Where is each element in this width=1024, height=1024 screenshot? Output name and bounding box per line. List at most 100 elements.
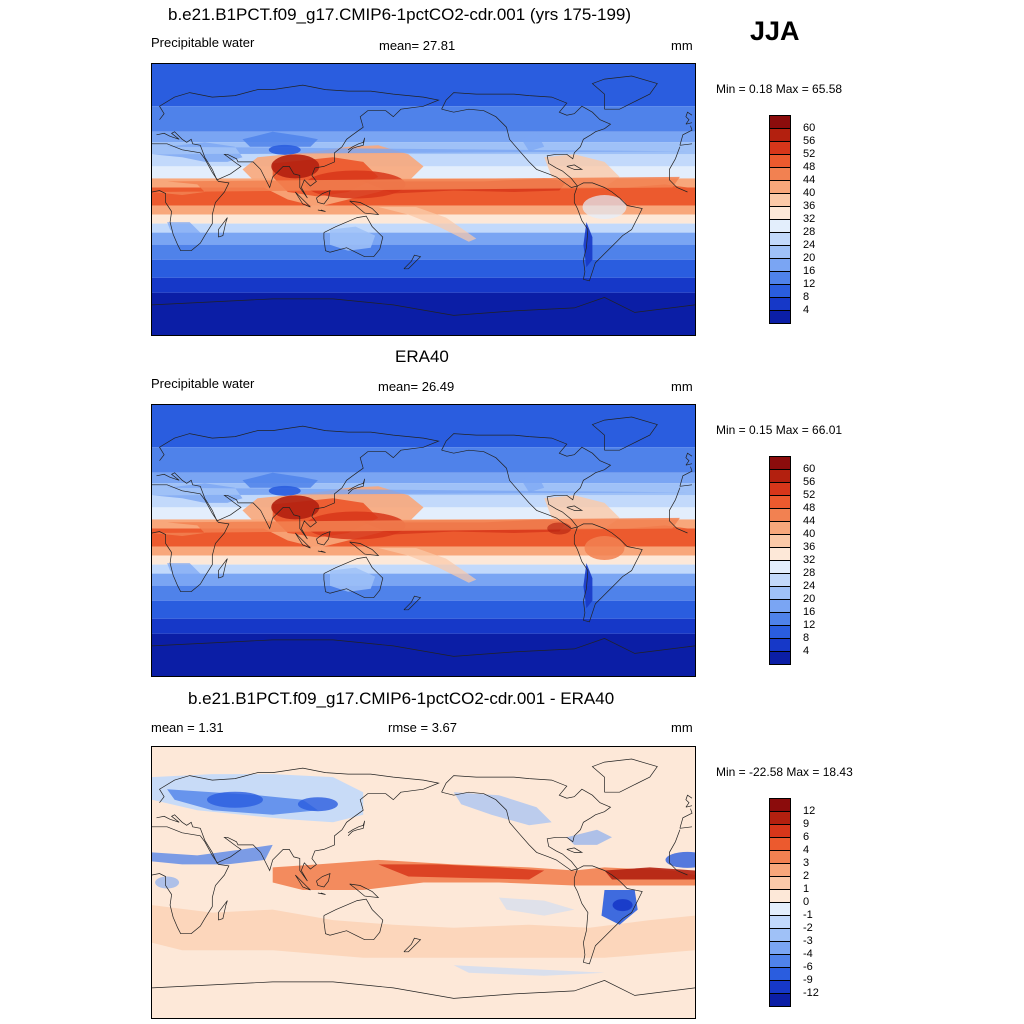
colorbar-box: [769, 297, 791, 311]
colorbar-tick-label: -4: [803, 948, 813, 960]
colorbar-box: [769, 560, 791, 574]
colorbar-box: [769, 798, 791, 812]
colorbar-box: [769, 993, 791, 1007]
colorbar-box: [769, 573, 791, 587]
map-field: [152, 64, 695, 335]
colorbar-box: [769, 469, 791, 483]
colorbar-tick-label: -1: [803, 909, 813, 921]
colorbar-tick-label: -3: [803, 935, 813, 947]
colorbar-box: [769, 651, 791, 665]
map-model: [151, 63, 696, 336]
colorbar-box: [769, 495, 791, 509]
colorbar-tick-label: -2: [803, 922, 813, 934]
units-label-model: mm: [671, 38, 693, 53]
units-label-obs: mm: [671, 379, 693, 394]
colorbar-box: [769, 310, 791, 324]
colorbar-box: [769, 902, 791, 916]
colorbar-tick-label: 0: [803, 896, 810, 908]
rmse-label-diff: rmse = 3.67: [388, 720, 458, 735]
colorbar-box: [769, 245, 791, 259]
colorbar-tick-label: 48: [803, 161, 816, 173]
colorbar-tick-label: 36: [803, 200, 816, 212]
colorbar-tick-label: 44: [803, 174, 816, 186]
colorbar-tick-label: 6: [803, 831, 810, 843]
mean-label-obs: mean= 26.49: [378, 379, 455, 394]
panel-title-obs: ERA40: [395, 347, 449, 366]
colorbar-box: [769, 811, 791, 825]
colorbar-box: [769, 456, 791, 470]
colorbar-box: [769, 508, 791, 522]
minmax-obs: Min = 0.15 Max = 66.01: [716, 423, 843, 437]
colorbar-box: [769, 284, 791, 298]
colorbar-box: [769, 625, 791, 639]
colorbar-box: [769, 271, 791, 285]
colorbar-tick-label: 9: [803, 818, 810, 830]
colorbar-box: [769, 941, 791, 955]
colorbar-tick-label: 12: [803, 619, 816, 631]
colorbar-box: [769, 521, 791, 535]
map-field: [152, 405, 695, 676]
colorbar-tick-label: 3: [803, 857, 810, 869]
colorbar-box: [769, 889, 791, 903]
colorbar-box: [769, 141, 791, 155]
colorbar-box: [769, 928, 791, 942]
colorbar-tick-label: 40: [803, 528, 816, 540]
colorbar-tick-label: 56: [803, 476, 816, 488]
colorbar-tick-label: 1: [803, 883, 810, 895]
colorbar-box: [769, 206, 791, 220]
colorbar-tick-label: 4: [803, 304, 810, 316]
colorbar-tick-label: 48: [803, 502, 816, 514]
colorbar-tick-label: 36: [803, 541, 816, 553]
colorbar-tick-label: 52: [803, 148, 816, 160]
panel-title-diff: b.e21.B1PCT.f09_g17.CMIP6-1pctCO2-cdr.00…: [188, 689, 615, 708]
colorbar-tick-label: 20: [803, 593, 816, 605]
colorbar-tick-label: 28: [803, 567, 816, 579]
colorbar-tick-label: 16: [803, 265, 816, 277]
colorbar-tick-label: 32: [803, 554, 816, 566]
colorbar-tick-label: 4: [803, 645, 810, 657]
season-label: JJA: [750, 16, 800, 46]
colorbar-box: [769, 115, 791, 129]
colorbar-box: [769, 154, 791, 168]
colorbar-tick-label: 24: [803, 580, 816, 592]
colorbar-box: [769, 128, 791, 142]
colorbar-tick-label: 32: [803, 213, 816, 225]
colorbar-tick-label: 56: [803, 135, 816, 147]
colorbar-tick-label: 52: [803, 489, 816, 501]
colorbar-box: [769, 547, 791, 561]
colorbar-box: [769, 482, 791, 496]
colorbar-box: [769, 876, 791, 890]
colorbar-box: [769, 915, 791, 929]
colorbar-box: [769, 219, 791, 233]
colorbar-tick-label: -9: [803, 974, 813, 986]
colorbar-tick-label: 24: [803, 239, 816, 251]
colorbar-box: [769, 850, 791, 864]
minmax-diff: Min = -22.58 Max = 18.43: [716, 765, 853, 779]
colorbar-tick-label: 28: [803, 226, 816, 238]
colorbar-box: [769, 180, 791, 194]
colorbar-box: [769, 863, 791, 877]
map-field: [152, 747, 695, 1018]
colorbar-box: [769, 954, 791, 968]
colorbar-tick-label: 8: [803, 291, 810, 303]
panel-title-model: b.e21.B1PCT.f09_g17.CMIP6-1pctCO2-cdr.00…: [168, 5, 632, 24]
mean-label-diff: mean = 1.31: [151, 720, 224, 735]
colorbar-tick-label: 20: [803, 252, 816, 264]
colorbar-box: [769, 837, 791, 851]
colorbar-tick-label: 12: [803, 278, 816, 290]
units-label-diff: mm: [671, 720, 693, 735]
colorbar-box: [769, 586, 791, 600]
colorbar-box: [769, 967, 791, 981]
colorbar-tick-label: 2: [803, 870, 810, 882]
colorbar-box: [769, 638, 791, 652]
colorbar-tick-label: 12: [803, 805, 816, 817]
colorbar-box: [769, 258, 791, 272]
colorbar-tick-label: 60: [803, 122, 816, 134]
mean-label-model: mean= 27.81: [379, 38, 456, 53]
colorbar-box: [769, 612, 791, 626]
variable-label-model: Precipitable water: [151, 35, 255, 50]
colorbar-tick-label: -6: [803, 961, 813, 973]
minmax-model: Min = 0.18 Max = 65.58: [716, 82, 843, 96]
colorbar-box: [769, 824, 791, 838]
colorbar-box: [769, 232, 791, 246]
